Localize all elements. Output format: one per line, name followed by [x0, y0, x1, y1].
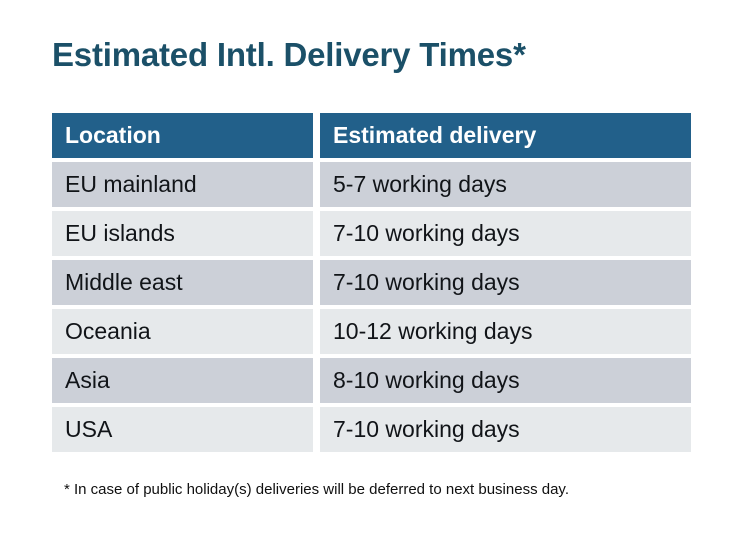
estimated-delivery-table: Location Estimated delivery EU mainland …	[52, 113, 691, 452]
table-header-row: Location Estimated delivery	[52, 113, 691, 158]
table-row: EU mainland 5-7 working days	[52, 162, 691, 207]
cell-delivery: 7-10 working days	[320, 260, 691, 305]
page-title: Estimated Intl. Delivery Times*	[52, 36, 526, 73]
table-row: USA 7-10 working days	[52, 407, 691, 452]
table-row: EU islands 7-10 working days	[52, 211, 691, 256]
cell-delivery: 8-10 working days	[320, 358, 691, 403]
cell-location: EU islands	[52, 211, 313, 256]
cell-delivery: 7-10 working days	[320, 407, 691, 452]
cell-location: EU mainland	[52, 162, 313, 207]
table-row: Oceania 10-12 working days	[52, 309, 691, 354]
cell-location: Oceania	[52, 309, 313, 354]
cell-delivery: 10-12 working days	[320, 309, 691, 354]
cell-location: Middle east	[52, 260, 313, 305]
cell-location: USA	[52, 407, 313, 452]
table-row: Asia 8-10 working days	[52, 358, 691, 403]
cell-location: Asia	[52, 358, 313, 403]
cell-delivery: 5-7 working days	[320, 162, 691, 207]
table-row: Middle east 7-10 working days	[52, 260, 691, 305]
cell-delivery: 7-10 working days	[320, 211, 691, 256]
column-header-location: Location	[52, 113, 313, 158]
footnote-text: * In case of public holiday(s) deliverie…	[64, 481, 569, 498]
column-header-estimated-delivery: Estimated delivery	[320, 113, 691, 158]
